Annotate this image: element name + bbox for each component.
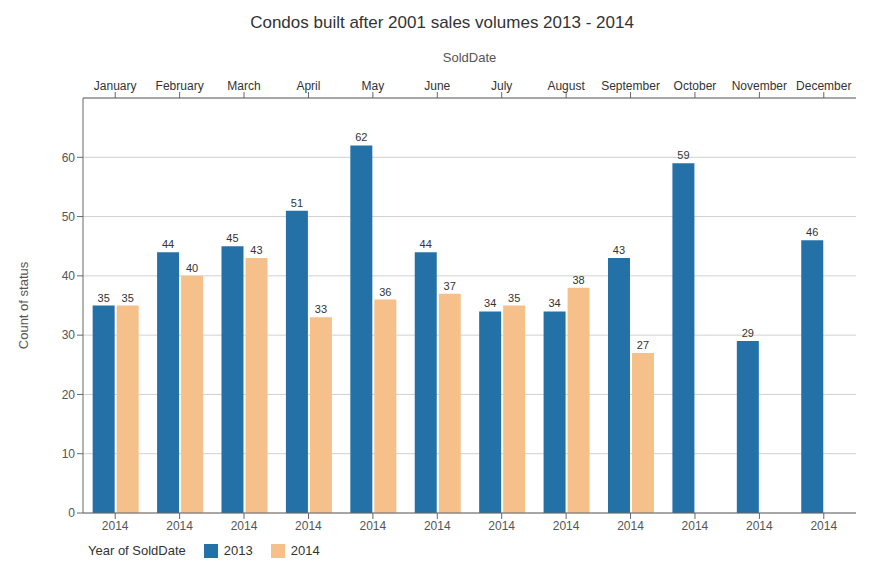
svg-text:10: 10 <box>62 447 76 461</box>
svg-text:30: 30 <box>62 328 76 342</box>
svg-text:35: 35 <box>122 292 134 304</box>
svg-text:May: May <box>362 79 385 93</box>
svg-text:February: February <box>156 79 204 93</box>
svg-text:35: 35 <box>508 292 520 304</box>
svg-text:20: 20 <box>62 388 76 402</box>
svg-text:37: 37 <box>444 280 456 292</box>
svg-text:April: April <box>296 79 320 93</box>
html-text:Year of SoldDate: Year of SoldDate <box>88 543 186 558</box>
svg-text:59: 59 <box>677 149 689 161</box>
svg-text:35: 35 <box>98 292 110 304</box>
svg-text:2014: 2014 <box>810 519 837 533</box>
svg-text:36: 36 <box>379 286 391 298</box>
svg-text:0: 0 <box>68 506 75 520</box>
svg-text:62: 62 <box>355 131 367 143</box>
svg-text:2014: 2014 <box>166 519 193 533</box>
svg-text:29: 29 <box>742 327 754 339</box>
svg-text:August: August <box>547 79 585 93</box>
svg-text:2014: 2014 <box>102 519 129 533</box>
svg-text:2014: 2014 <box>682 519 709 533</box>
svg-text:46: 46 <box>806 226 818 238</box>
svg-text:2014: 2014 <box>360 519 387 533</box>
svg-text:45: 45 <box>226 232 238 244</box>
svg-text:2014: 2014 <box>231 519 258 533</box>
svg-text:40: 40 <box>62 269 76 283</box>
svg-text:December: December <box>796 79 851 93</box>
svg-text:27: 27 <box>637 339 649 351</box>
svg-text:2014: 2014 <box>295 519 322 533</box>
svg-text:March: March <box>227 79 260 93</box>
svg-text:33: 33 <box>315 303 327 315</box>
svg-text:Count of status: Count of status <box>16 261 31 349</box>
svg-text:2014: 2014 <box>424 519 451 533</box>
svg-text:43: 43 <box>613 244 625 256</box>
svg-text:November: November <box>732 79 787 93</box>
svg-text:40: 40 <box>186 262 198 274</box>
svg-text:2014: 2014 <box>617 519 644 533</box>
html-text:2014: 2014 <box>290 543 320 558</box>
svg-text:June: June <box>424 79 450 93</box>
svg-text:January: January <box>94 79 137 93</box>
svg-text:34: 34 <box>548 297 560 309</box>
svg-text:September: September <box>601 79 660 93</box>
svg-text:2014: 2014 <box>553 519 580 533</box>
svg-text:51: 51 <box>291 197 303 209</box>
svg-text:October: October <box>674 79 717 93</box>
svg-text:44: 44 <box>420 238 432 250</box>
svg-text:38: 38 <box>572 274 584 286</box>
svg-text:50: 50 <box>62 210 76 224</box>
svg-text:2014: 2014 <box>488 519 515 533</box>
svg-text:44: 44 <box>162 238 174 250</box>
svg-text:2014: 2014 <box>746 519 773 533</box>
html-text:Condos built after 2001 sales: Condos built after 2001 sales volumes 20… <box>250 13 634 32</box>
html-text:2013: 2013 <box>223 543 253 558</box>
svg-text:60: 60 <box>62 151 76 165</box>
svg-text:34: 34 <box>484 297 496 309</box>
svg-text:SoldDate: SoldDate <box>443 50 496 65</box>
svg-text:43: 43 <box>250 244 262 256</box>
svg-text:July: July <box>491 79 512 93</box>
